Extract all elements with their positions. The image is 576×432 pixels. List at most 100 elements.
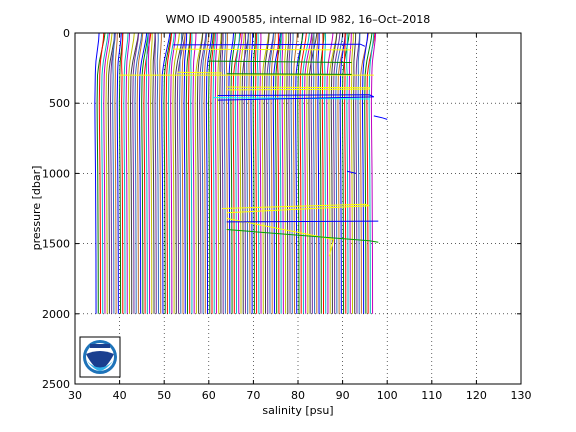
profile-line	[172, 33, 180, 314]
profile-line	[350, 33, 354, 314]
profile-line	[179, 33, 183, 314]
profile-line	[116, 33, 122, 314]
profile-line	[167, 33, 175, 314]
profile-line	[210, 33, 215, 314]
profile-line	[143, 33, 152, 314]
profile-line	[134, 33, 143, 314]
profile-line	[288, 33, 292, 314]
profile-line	[268, 33, 275, 314]
outlier-line	[226, 220, 379, 223]
profile-line	[201, 33, 208, 314]
profile-line	[241, 33, 250, 314]
profile-line	[121, 33, 124, 314]
profile-line	[321, 33, 325, 314]
profile-line	[270, 33, 276, 314]
profile-line	[348, 33, 352, 314]
profile-line	[368, 33, 375, 314]
profile-line	[152, 33, 156, 314]
profile-line	[277, 33, 280, 314]
profile-line	[114, 33, 118, 314]
profile-line	[156, 33, 159, 314]
x-tick-label: 110	[421, 389, 442, 402]
profile-line	[141, 33, 149, 314]
outlier-line	[226, 73, 352, 75]
profile-line	[150, 33, 153, 314]
profile-line	[176, 33, 186, 314]
profile-line	[263, 33, 270, 314]
x-tick-label: 60	[202, 389, 216, 402]
profile-line	[361, 33, 369, 314]
profile-line	[185, 33, 191, 314]
profile-line	[125, 33, 131, 314]
profile-line	[165, 33, 173, 314]
outlier-line	[177, 71, 223, 74]
x-tick-label: 50	[157, 389, 171, 402]
profile-line	[212, 33, 216, 314]
profile-line	[259, 33, 262, 314]
profile-line	[364, 33, 373, 314]
profile-line	[324, 33, 327, 314]
profile-line	[194, 33, 204, 314]
profile-line	[248, 33, 251, 314]
profile-line	[138, 33, 148, 314]
profile-line	[290, 33, 294, 314]
profile-line	[239, 33, 245, 314]
profile-line	[216, 33, 222, 314]
profile-line	[123, 33, 129, 314]
profile-line	[214, 33, 218, 314]
outlier-line	[346, 170, 357, 174]
profile-line	[245, 33, 249, 314]
profile-line	[199, 33, 207, 314]
profile-line	[98, 33, 105, 314]
profile-line	[261, 33, 270, 314]
profile-line	[208, 33, 214, 314]
y-tick-label: 1500	[42, 238, 70, 251]
profile-line	[127, 33, 135, 314]
profile-line	[370, 33, 377, 314]
profile-line	[256, 33, 260, 314]
x-tick-label: 130	[511, 389, 532, 402]
profile-line	[118, 33, 124, 314]
profile-line	[188, 33, 192, 314]
y-axis-label: pressure [dbar]	[30, 166, 43, 251]
profile-line	[170, 33, 177, 314]
profile-line	[254, 33, 258, 314]
profile-line	[219, 33, 223, 314]
profile-line	[299, 33, 307, 314]
x-tick-label: 70	[246, 389, 260, 402]
profile-line	[101, 33, 109, 314]
profile-line	[343, 33, 347, 314]
profile-line	[266, 33, 275, 314]
grid-lines	[75, 33, 521, 384]
profile-line	[281, 33, 284, 314]
profile-line	[279, 33, 282, 314]
profile-line	[203, 33, 210, 314]
profile-line	[136, 33, 144, 314]
profile-line	[250, 33, 254, 314]
profile-line	[103, 33, 110, 314]
profile-line	[130, 33, 139, 314]
profile-line	[292, 33, 298, 314]
profile-line	[105, 33, 113, 314]
y-tick-label: 2500	[42, 378, 70, 391]
profile-line	[161, 33, 171, 314]
profile-line	[286, 33, 290, 314]
profile-line	[355, 33, 361, 314]
profile-line	[112, 33, 115, 314]
y-axis-ticks: 0 500 1000 1500 2000 2500	[42, 27, 521, 391]
x-tick-label: 80	[291, 389, 305, 402]
x-tick-label: 120	[466, 389, 487, 402]
profile-lines	[94, 33, 377, 314]
y-tick-label: 0	[63, 27, 70, 40]
profile-line	[357, 33, 361, 314]
outlier-line	[226, 86, 370, 91]
profile-line	[190, 33, 193, 314]
profile-line	[94, 33, 100, 314]
chart-title: WMO ID 4900585, internal ID 982, 16–Oct–…	[166, 13, 431, 26]
outlier-line	[208, 60, 352, 63]
x-axis-ticks: 30 40 50 60 70 80 90 100 110 120 130	[68, 33, 532, 402]
profile-line	[159, 33, 162, 314]
logo-lettering	[90, 344, 110, 348]
profile-line	[174, 33, 184, 314]
